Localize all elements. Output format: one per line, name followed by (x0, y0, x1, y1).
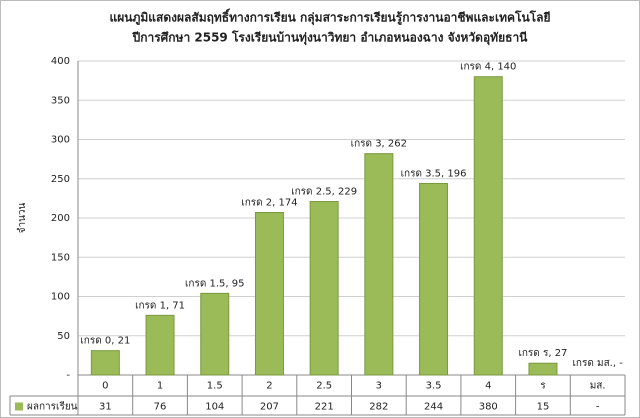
point-label: เกรด 4, 140 (460, 62, 516, 73)
y-tick-label: 400 (51, 56, 70, 67)
table-value: 207 (260, 402, 279, 413)
bar (528, 362, 558, 376)
x-tick-label: 1 (157, 381, 163, 392)
y-tick-label: 150 (51, 252, 70, 263)
y-tick-label: 250 (51, 174, 70, 185)
point-label: เกรด 1.5, 95 (185, 278, 245, 289)
table-value: 76 (154, 402, 167, 413)
x-tick-label: มส. (590, 381, 606, 392)
point-label: เกรด 3, 262 (351, 139, 407, 150)
y-tick-label: 100 (51, 292, 70, 303)
y-axis-label: จำนวน (17, 202, 28, 233)
x-tick-label: 1.5 (207, 381, 223, 392)
x-tick-label: 2.5 (316, 381, 332, 392)
chart-title: แผนภูมิแสดงผลสัมฤทธิ์ทางการเรียน กลุ่มสา… (110, 9, 551, 26)
y-tick-label: 350 (51, 95, 70, 106)
bar (364, 153, 394, 376)
table-value: 31 (99, 402, 112, 413)
point-label: เกรด 2.5, 229 (291, 187, 357, 198)
bar (200, 292, 230, 376)
point-label: เกรด ร, 27 (518, 348, 567, 359)
point-label: เกรด 2, 174 (241, 198, 297, 209)
x-tick-label: 4 (485, 381, 491, 392)
x-tick-label: ร (540, 381, 546, 392)
x-tick-label: 2 (266, 381, 272, 392)
bar (254, 212, 284, 376)
table-value: 221 (315, 402, 334, 413)
point-label: เกรด 1, 71 (135, 300, 185, 311)
y-tick-label: 50 (57, 331, 70, 342)
point-label: เกรด 0, 21 (80, 336, 130, 347)
table-value: 244 (424, 402, 443, 413)
bar (473, 76, 503, 376)
table-value: 15 (537, 402, 550, 413)
table-value: 104 (205, 402, 224, 413)
point-label: เกรด 3.5, 196 (401, 168, 467, 179)
chart-subtitle: ปีการศึกษา 2559 โรงเรียนบ้านทุ่งนาวิทยา … (132, 30, 528, 46)
bar (145, 314, 175, 376)
x-tick-label: 0 (102, 381, 108, 392)
table-value: 282 (369, 402, 388, 413)
bar (90, 350, 120, 376)
legend-label: ผลการเรียน (27, 401, 78, 413)
y-tick-label: - (66, 370, 70, 381)
point-label: เกรด มส., - (572, 358, 623, 369)
bar (309, 201, 339, 376)
bar (419, 182, 449, 376)
x-tick-label: 3.5 (426, 381, 442, 392)
table-value: - (596, 402, 600, 413)
table-value: 380 (479, 402, 498, 413)
legend-swatch (15, 402, 23, 411)
x-tick-label: 3 (376, 381, 382, 392)
y-tick-label: 200 (51, 213, 70, 224)
y-tick-label: 300 (51, 135, 70, 146)
